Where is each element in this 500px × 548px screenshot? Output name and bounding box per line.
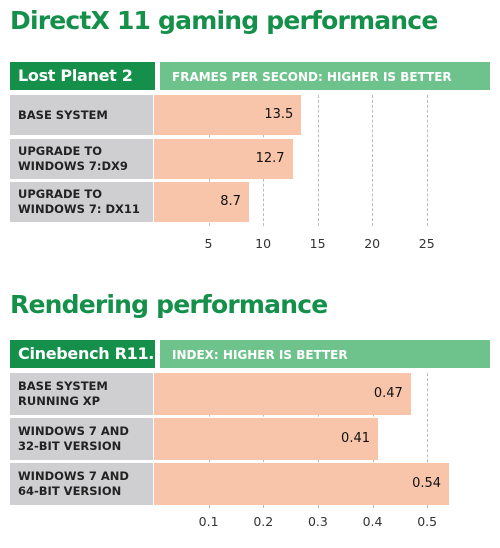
value-label: 13.5 xyxy=(264,107,294,122)
category-label: WINDOWS 7 AND 64-BIT VERSION xyxy=(10,463,153,505)
x-tick-label: 0.5 xyxy=(417,514,438,529)
grid-line xyxy=(427,373,429,508)
value-label: 0.41 xyxy=(341,431,370,446)
bar xyxy=(154,138,293,179)
category-label: UPGRADE TO WINDOWS 7: DX11 xyxy=(10,182,153,222)
x-tick-label: 25 xyxy=(418,236,435,251)
bar xyxy=(154,182,249,222)
bar xyxy=(154,95,302,135)
category-label: WINDOWS 7 AND 32-BIT VERSION xyxy=(10,418,153,460)
subtitle: INDEX: HIGHER IS BETTER xyxy=(160,340,490,368)
x-tick-label: 0.3 xyxy=(307,514,328,529)
x-tick-label: 20 xyxy=(364,236,381,251)
benchmark-label: Cinebench R11.5 xyxy=(10,340,165,368)
value-label: 0.54 xyxy=(412,476,442,491)
benchmark-label: Lost Planet 2 xyxy=(10,62,155,90)
x-tick-label: 0.2 xyxy=(253,514,274,529)
category-label: BASE SYSTEM RUNNING XP xyxy=(10,373,153,415)
x-tick-label: 10 xyxy=(255,236,272,251)
category-label: BASE SYSTEM xyxy=(10,95,153,135)
bar xyxy=(154,463,450,505)
x-tick-label: 0.4 xyxy=(362,514,383,529)
bar xyxy=(154,373,411,415)
grid-line xyxy=(426,95,428,226)
value-label: 12.7 xyxy=(255,150,285,166)
chart-title: Rendering performance xyxy=(10,290,328,319)
x-tick-label: 15 xyxy=(309,236,326,251)
bar xyxy=(154,418,378,460)
x-tick-label: 5 xyxy=(204,236,213,251)
chart-title: DirectX 11 gaming performance xyxy=(10,6,438,35)
category-label: UPGRADE TO WINDOWS 7:DX9 xyxy=(10,138,153,179)
x-tick-label: 0.1 xyxy=(198,514,219,529)
value-label: 8.7 xyxy=(220,194,241,209)
subtitle: FRAMES PER SECOND: HIGHER IS BETTER xyxy=(160,62,490,90)
grid-line xyxy=(317,95,319,226)
value-label: 0.47 xyxy=(373,386,403,401)
grid-line xyxy=(372,95,374,226)
